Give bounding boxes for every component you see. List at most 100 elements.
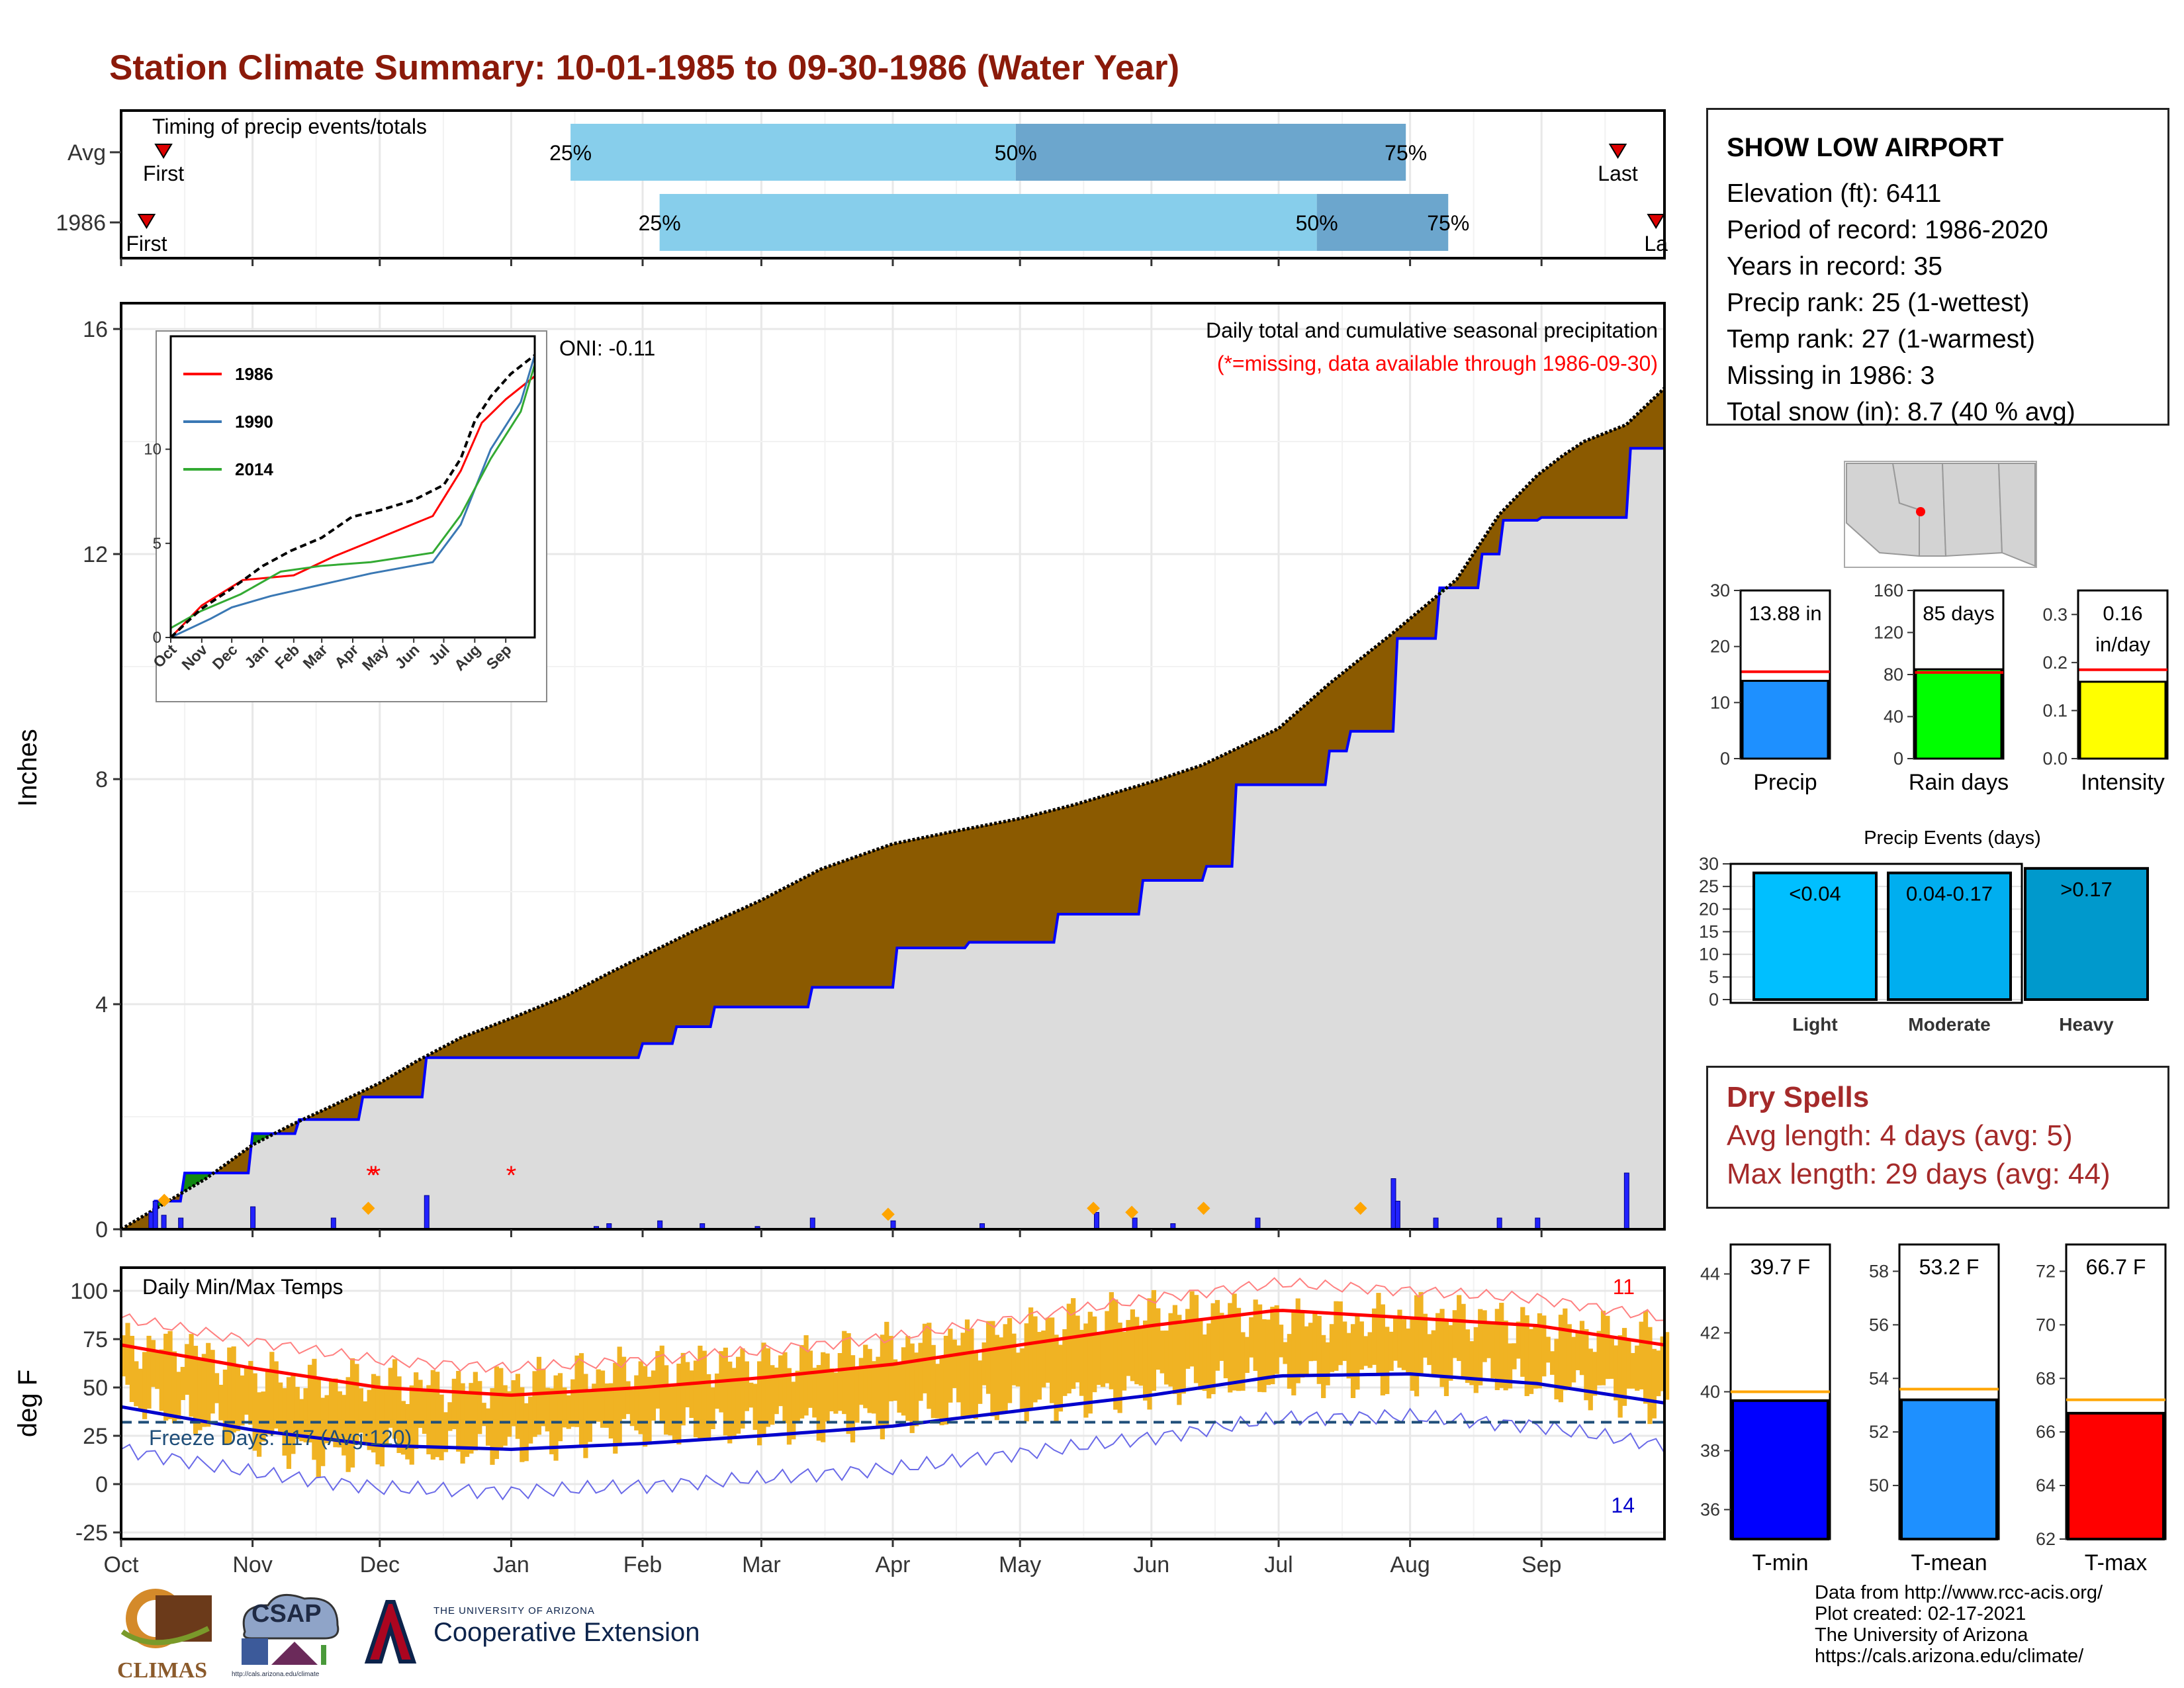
daily-temp-bar xyxy=(1376,1293,1381,1375)
daily-temp-bar xyxy=(185,1344,190,1395)
summary-bar-value-label: 85 days xyxy=(1923,602,1995,625)
daily-temp-bar xyxy=(1499,1303,1504,1388)
month-tick-label: Jul xyxy=(1264,1552,1293,1577)
daily-temp-bar xyxy=(1431,1330,1436,1376)
daily-temp-bar xyxy=(1253,1299,1258,1371)
daily-temp-bar xyxy=(1371,1308,1377,1365)
daily-temp-bar xyxy=(384,1385,389,1444)
daily-temp-bar xyxy=(367,1389,372,1450)
daily-temp-bar xyxy=(1028,1307,1034,1411)
page-title: Station Climate Summary: 10-01-1985 to 0… xyxy=(109,48,1180,87)
footer-data-source: Data from http://www.rcc-acis.org/ xyxy=(1815,1582,2103,1603)
daily-temp-bar xyxy=(418,1380,423,1429)
inset-background xyxy=(156,330,547,702)
daily-temp-bar xyxy=(1656,1350,1661,1397)
daily-temp-bar xyxy=(1274,1305,1279,1374)
daily-temp-bar xyxy=(752,1383,758,1430)
daily-temp-bar xyxy=(159,1349,164,1411)
daily-temp-bar xyxy=(1342,1321,1347,1361)
daily-temp-bar xyxy=(167,1331,173,1419)
daily-temp-bar xyxy=(248,1360,253,1425)
daily-temp-bar xyxy=(1325,1342,1330,1385)
daily-temp-bar xyxy=(969,1329,974,1418)
climas-logo: CLIMAS xyxy=(109,1582,215,1683)
daily-temp-bar xyxy=(435,1372,440,1458)
daily-temp-bar xyxy=(1410,1317,1415,1391)
precip-y-tick-label: 16 xyxy=(83,317,108,342)
daily-temp-bar xyxy=(604,1383,610,1428)
summary-bar-value xyxy=(2079,680,2167,760)
daily-temp-bar xyxy=(1312,1311,1318,1361)
daily-temp-bar xyxy=(498,1368,504,1448)
daily-temp-bar xyxy=(893,1359,898,1401)
daily-temp-bar xyxy=(960,1333,966,1419)
daily-temp-bar xyxy=(1427,1334,1432,1366)
daily-temp-bar xyxy=(629,1389,635,1427)
daily-temp-bar xyxy=(1066,1303,1071,1394)
daily-temp-bar xyxy=(867,1348,872,1413)
daily-precip-bar xyxy=(1255,1217,1261,1230)
daily-temp-bar xyxy=(672,1384,678,1442)
daily-temp-bar xyxy=(1321,1335,1326,1399)
daily-temp-bar xyxy=(1075,1315,1080,1383)
daily-temp-bar xyxy=(1600,1311,1606,1385)
daily-temp-bar xyxy=(1279,1325,1284,1358)
temp-y-tick-label: 0 xyxy=(95,1472,108,1497)
summary-bar-value-label: 13.88 in xyxy=(1749,602,1821,625)
daily-temp-bar xyxy=(532,1371,537,1437)
daily-temp-bar xyxy=(1079,1330,1085,1396)
temp-summary-y-tick-label: 56 xyxy=(1869,1315,1889,1335)
summary-bar-y-tick-label: 10 xyxy=(1710,692,1730,712)
daily-temp-bar xyxy=(536,1356,542,1435)
daily-temp-bar xyxy=(1334,1301,1339,1371)
daily-temp-bar xyxy=(1261,1319,1267,1393)
daily-temp-bar xyxy=(1359,1321,1364,1370)
daily-temp-bar xyxy=(1304,1326,1309,1374)
daily-temp-bar xyxy=(884,1321,889,1425)
daily-temp-bar xyxy=(587,1390,592,1442)
summary-bar-y-tick-label: 30 xyxy=(1710,581,1730,600)
daily-temp-bar xyxy=(807,1350,813,1408)
timing-row-label: 1986 xyxy=(56,211,106,236)
month-tick-label: Feb xyxy=(623,1552,662,1577)
daily-temp-bar xyxy=(218,1384,224,1421)
daily-temp-bar xyxy=(439,1394,444,1460)
daily-temp-bar xyxy=(473,1372,478,1451)
daily-temp-bar xyxy=(1087,1311,1093,1414)
station-temp-rank: Temp rank: 27 (1-warmest) xyxy=(1727,325,2035,353)
daily-temp-bar xyxy=(761,1342,766,1436)
daily-temp-bar xyxy=(1147,1298,1152,1410)
daily-temp-bar xyxy=(999,1337,1004,1413)
summary-bar-y-tick-label: 0.3 xyxy=(2042,604,2068,624)
daily-temp-bar xyxy=(676,1364,682,1444)
daily-temp-bar xyxy=(176,1372,181,1420)
daily-temp-bar xyxy=(939,1356,944,1426)
daily-precip-bar xyxy=(1623,1172,1629,1230)
daily-temp-bar xyxy=(706,1374,711,1441)
daily-temp-bar xyxy=(295,1387,300,1440)
daily-temp-bar xyxy=(617,1346,622,1444)
daily-temp-bar xyxy=(981,1342,987,1385)
daily-temp-bar xyxy=(1083,1323,1089,1418)
daily-temp-bar xyxy=(1609,1336,1614,1379)
daily-temp-bar xyxy=(286,1377,292,1469)
daily-temp-bar xyxy=(197,1358,203,1430)
daily-temp-bar xyxy=(1338,1301,1343,1366)
daily-temp-bar xyxy=(358,1388,363,1433)
daily-temp-bar xyxy=(770,1365,775,1425)
daily-temp-bar xyxy=(825,1353,830,1422)
daily-temp-bar xyxy=(799,1344,805,1419)
daily-temp-bar xyxy=(821,1352,826,1442)
daily-precip-bar xyxy=(1094,1212,1100,1230)
climas-wordmark: CLIMAS xyxy=(116,1658,208,1683)
daily-temp-bar xyxy=(201,1354,206,1427)
daily-temp-bar xyxy=(659,1345,664,1423)
daily-temp-bar xyxy=(1516,1321,1521,1359)
daily-temp-bar xyxy=(956,1345,962,1403)
dry-spells-max: Max length: 29 days (avg: 44) xyxy=(1727,1158,2111,1190)
daily-precip-bar xyxy=(1394,1201,1400,1230)
daily-temp-bar xyxy=(1550,1351,1555,1375)
daily-temp-bar xyxy=(931,1344,936,1419)
daily-temp-bar xyxy=(1287,1334,1293,1389)
month-tick-label: Nov xyxy=(232,1552,272,1577)
